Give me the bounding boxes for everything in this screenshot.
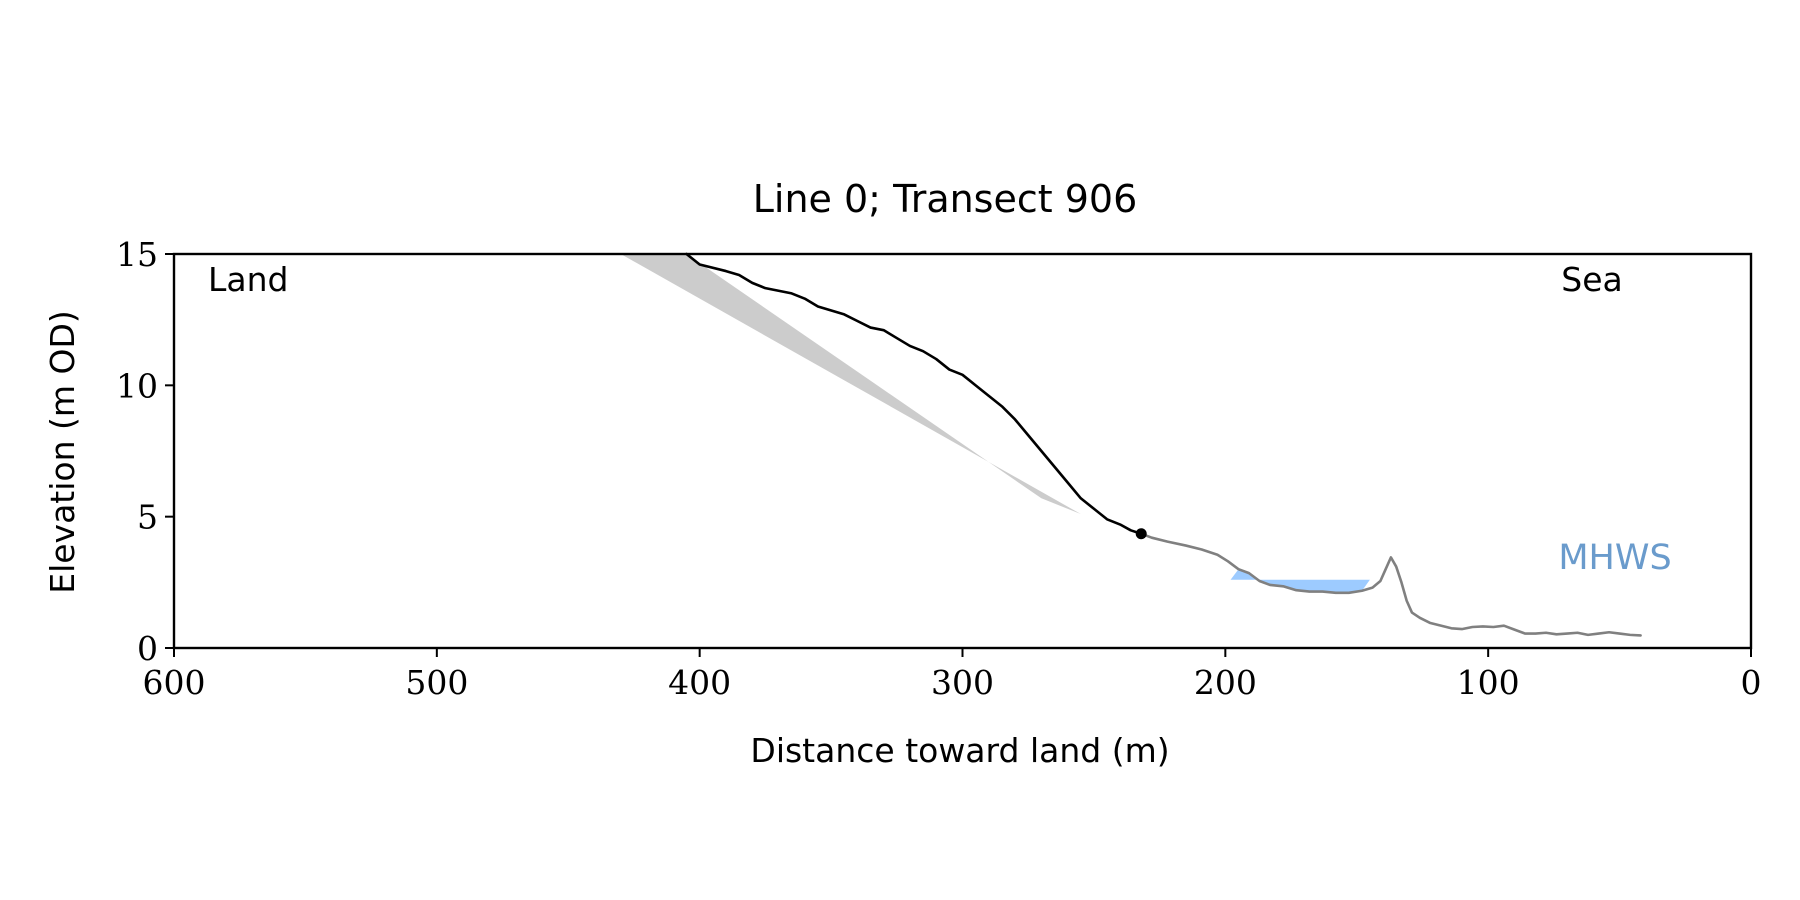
- annotation-mhws: MHWS: [1558, 538, 1671, 578]
- x-tick-label: 100: [1457, 663, 1520, 702]
- cliff-toe-marker: [1135, 528, 1147, 540]
- x-tick-label: 400: [668, 663, 731, 702]
- series-line-0: [685, 252, 1143, 536]
- y-tick-label: 5: [137, 498, 158, 537]
- y-tick-label: 15: [116, 235, 158, 274]
- annotation-land: Land: [208, 260, 288, 299]
- x-tick-label: 0: [1741, 663, 1762, 702]
- water-region: [1230, 569, 1370, 593]
- plot-frame: [172, 252, 1753, 650]
- y-tick-label: 10: [116, 366, 158, 405]
- y-tick-label: 0: [137, 629, 158, 668]
- plot-area: [620, 252, 1642, 637]
- y-axis: 0 5 10 15: [116, 235, 174, 668]
- x-tick-label: 300: [931, 663, 994, 702]
- series-line-1: [1139, 532, 1642, 637]
- x-axis-label: Distance toward land (m): [750, 731, 1169, 770]
- x-tick-label: 500: [405, 663, 468, 702]
- chart-title: Line 0; Transect 906: [753, 177, 1138, 221]
- x-axis: 600 500 400 300 200 100 0: [143, 648, 1762, 702]
- y-axis-label: Elevation (m OD): [43, 310, 82, 594]
- x-tick-label: 600: [143, 663, 206, 702]
- annotation-sea: Sea: [1561, 260, 1622, 299]
- x-tick-label: 200: [1194, 663, 1257, 702]
- shaded-region: [620, 254, 1081, 515]
